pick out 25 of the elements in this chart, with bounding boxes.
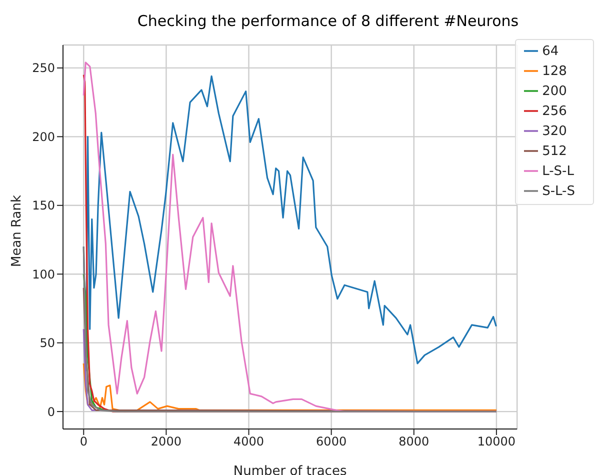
- x-tick-label: 8000: [398, 434, 430, 449]
- x-tick-label: 10000: [477, 434, 516, 449]
- x-tick-label: 6000: [316, 434, 347, 449]
- y-tick-label: 200: [32, 130, 55, 144]
- y-tick-label: 150: [32, 198, 55, 213]
- legend-label: 320: [542, 124, 567, 139]
- legend-label: 256: [542, 104, 567, 119]
- line-series: [82, 246, 498, 412]
- line-series: [82, 362, 498, 412]
- legend-label: L-S-L: [542, 164, 574, 179]
- legend-label: 200: [542, 84, 567, 99]
- legend-label: 128: [542, 64, 567, 79]
- legend-label: S-L-S: [542, 184, 575, 199]
- x-tick-label: 4000: [233, 434, 264, 449]
- y-tick-label: 250: [32, 61, 55, 76]
- y-tick-label: 50: [40, 336, 55, 350]
- x-tick-label: 0: [80, 434, 88, 449]
- y-axis-title: Mean Rank: [10, 194, 25, 267]
- legend-label: 64: [542, 44, 559, 59]
- y-tick-label: 0: [47, 404, 55, 419]
- x-tick-label: 2000: [150, 434, 182, 449]
- y-tick-label: 100: [32, 267, 55, 282]
- legend-label: 512: [542, 144, 567, 159]
- chart-title: Checking the performance of 8 different #Neurons: [136, 11, 520, 32]
- x-axis-title: Number of traces: [233, 464, 347, 475]
